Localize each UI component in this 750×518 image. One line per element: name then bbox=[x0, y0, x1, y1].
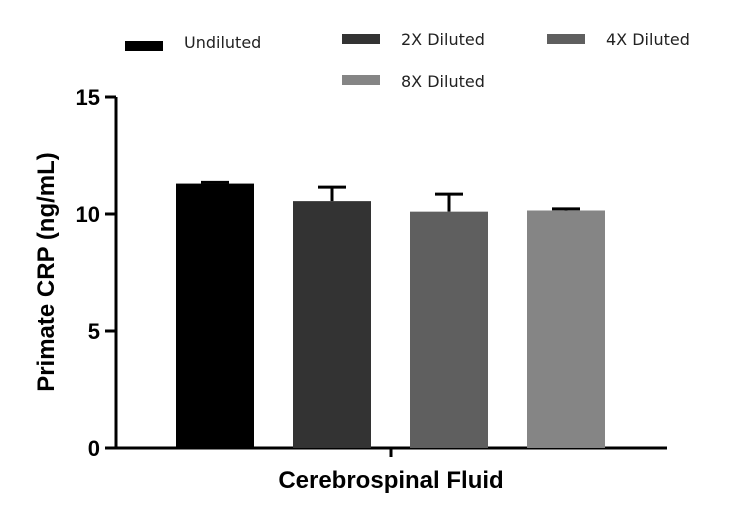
legend-swatch bbox=[125, 41, 163, 51]
bar-8x-diluted bbox=[527, 210, 605, 448]
legend-label: 8X Diluted bbox=[401, 72, 485, 91]
y-tick-label: 10 bbox=[76, 202, 100, 227]
legend-label: 2X Diluted bbox=[401, 30, 485, 49]
x-axis-title: Cerebrospinal Fluid bbox=[278, 467, 503, 494]
x-axis bbox=[114, 446, 667, 457]
bars bbox=[176, 180, 605, 448]
legend-label: Undiluted bbox=[184, 33, 261, 52]
bar-2x-diluted bbox=[293, 201, 371, 448]
bar-undiluted bbox=[176, 183, 254, 448]
bar-4x-diluted bbox=[410, 211, 488, 448]
legend: Undiluted 2X Diluted 4X Diluted 8X Diluted bbox=[125, 30, 690, 91]
legend-swatch bbox=[342, 75, 380, 85]
y-tick-label: 0 bbox=[88, 436, 100, 461]
legend-swatch bbox=[547, 34, 585, 44]
y-axis-title: Primate CRP (ng/mL) bbox=[33, 152, 60, 392]
y-tick-label: 15 bbox=[76, 85, 100, 110]
y-axis: 0 5 10 15 bbox=[76, 85, 118, 461]
legend-label: 4X Diluted bbox=[606, 30, 690, 49]
y-tick-label: 5 bbox=[88, 319, 100, 344]
legend-swatch bbox=[342, 34, 380, 44]
